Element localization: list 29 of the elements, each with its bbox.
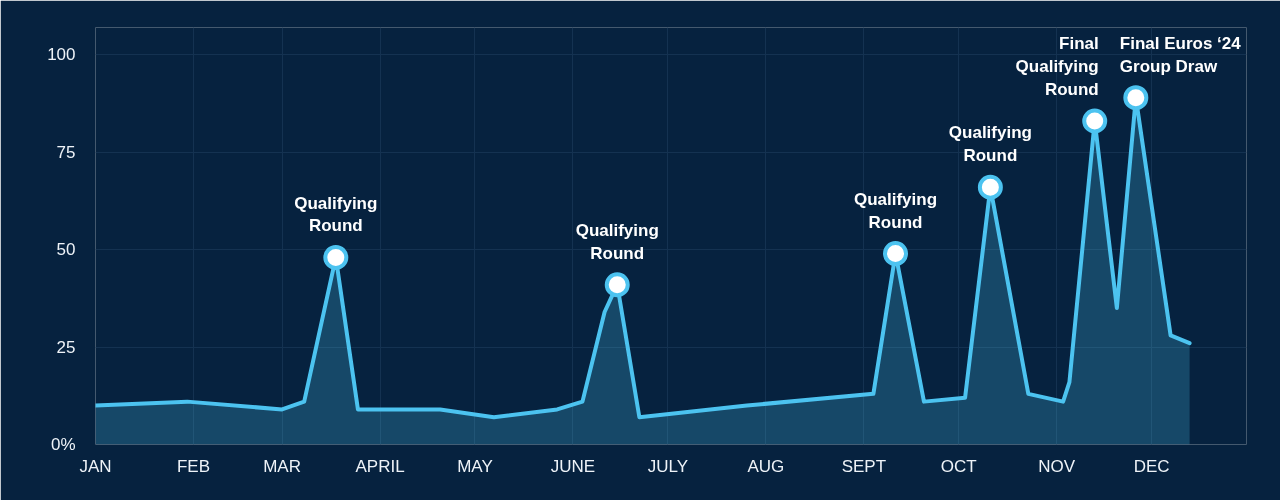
x-tick-label: SEPT: [841, 456, 887, 476]
x-tick-label: JAN: [79, 456, 112, 476]
x-tick-label: JULY: [647, 456, 688, 476]
annotation: Final Qualifying Round: [1015, 34, 1099, 100]
x-tick-label: FEB: [176, 456, 211, 476]
point: [604, 272, 630, 298]
annotation: Qualifying Round: [948, 123, 1032, 166]
x-tick-label: MAR: [263, 456, 301, 476]
y-tick-label: 75: [56, 142, 76, 162]
point: [1123, 85, 1149, 111]
x-tick-label: NOV: [1038, 456, 1076, 476]
point: [977, 174, 1003, 200]
y-tick-label: 100: [47, 45, 76, 65]
y-tick-label: 50: [56, 240, 76, 260]
point: [323, 244, 349, 270]
x-tick-label: APRIL: [355, 456, 405, 476]
annotation: Qualifying Round: [853, 189, 938, 232]
x-tick-label: MAY: [457, 456, 493, 476]
x-tick-label: DEC: [1133, 456, 1170, 476]
annotation: Qualifying Round: [294, 193, 378, 236]
x-tick-label: JUNE: [550, 456, 596, 476]
y-tick-label: 0%: [50, 435, 76, 454]
x-tick-label: AUG: [747, 456, 785, 476]
y-tick-label: 25: [56, 337, 76, 357]
point: [883, 241, 909, 267]
x-tick-label: OCT: [940, 456, 977, 476]
annotation: Qualifying Round: [575, 220, 659, 263]
annotation: Final Euros ‘24 Group Draw: [1119, 33, 1242, 76]
point: [1082, 108, 1108, 134]
